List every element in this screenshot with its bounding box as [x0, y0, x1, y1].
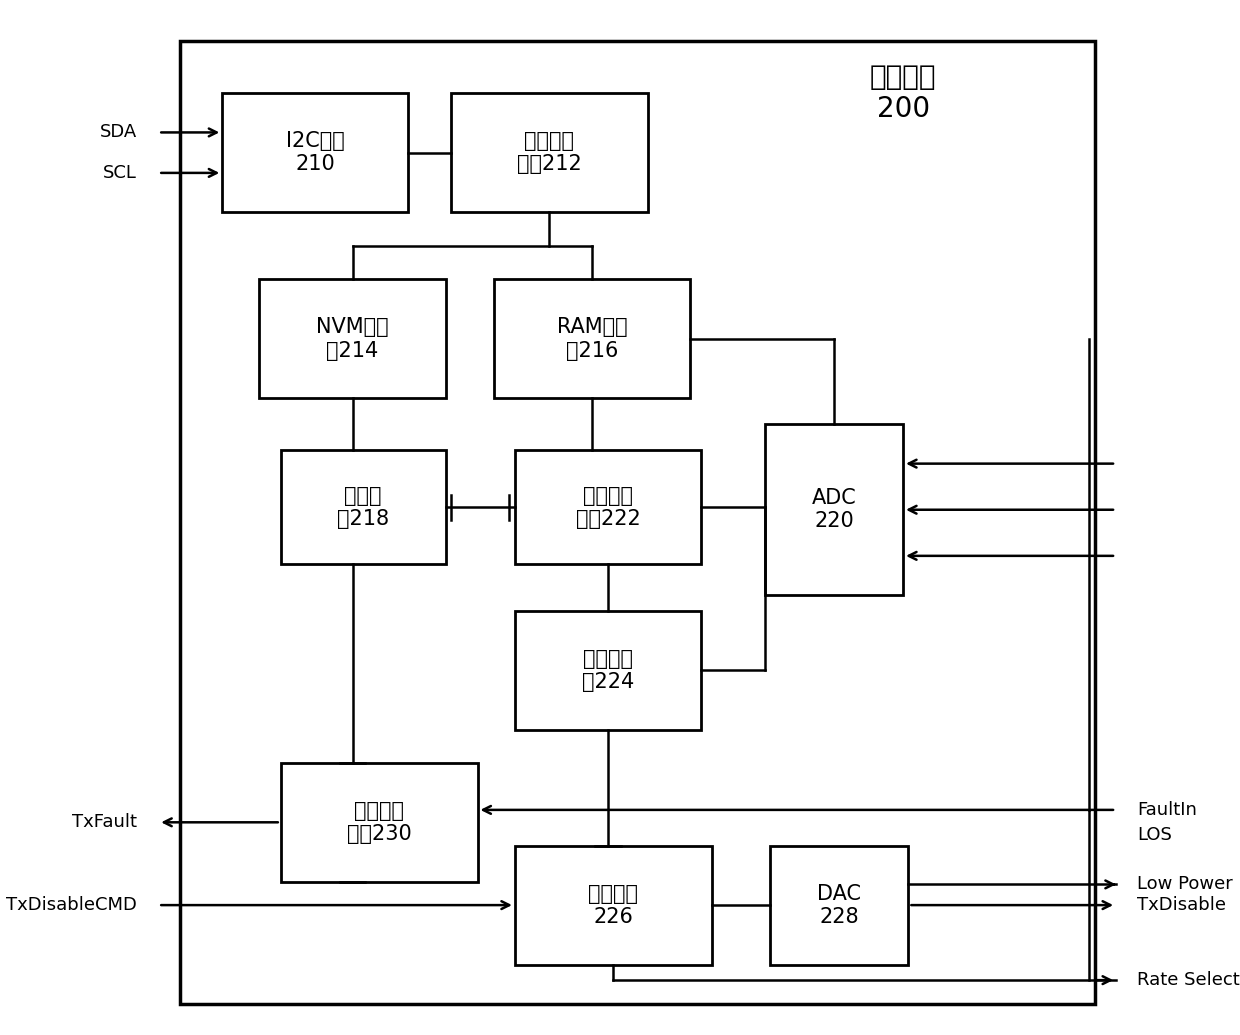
Text: ADC
220: ADC 220 — [812, 489, 857, 531]
Bar — [515, 846, 712, 965]
Text: Rate Select: Rate Select — [1137, 971, 1240, 989]
Bar — [515, 611, 701, 730]
Text: 比较逻
辑218: 比较逻 辑218 — [337, 485, 389, 529]
Text: SCL: SCL — [103, 164, 138, 182]
Text: 控制逻辑
226: 控制逻辑 226 — [588, 884, 639, 926]
Bar — [494, 279, 691, 398]
Bar — [180, 41, 1095, 1004]
Bar — [451, 93, 647, 212]
Text: Low Power: Low Power — [1137, 876, 1233, 893]
Bar — [770, 846, 909, 965]
Text: LOS: LOS — [1137, 826, 1172, 844]
Text: SDA: SDA — [99, 123, 138, 142]
Bar — [222, 93, 408, 212]
Text: TxFault: TxFault — [72, 814, 138, 831]
Text: 故障处理
逻辑230: 故障处理 逻辑230 — [347, 801, 412, 844]
Bar — [280, 450, 445, 564]
Text: DAC
228: DAC 228 — [817, 884, 862, 926]
Bar — [259, 279, 445, 398]
Text: 温度传感
器224: 温度传感 器224 — [582, 649, 634, 691]
Text: RAM存储
器216: RAM存储 器216 — [557, 318, 627, 360]
Text: 控制电路
200: 控制电路 200 — [870, 63, 936, 123]
Text: I2C接口
210: I2C接口 210 — [286, 131, 345, 174]
Text: TxDisable: TxDisable — [1137, 896, 1226, 914]
Text: 访问控制
单元212: 访问控制 单元212 — [517, 131, 582, 174]
Text: 数据处理
逻辑222: 数据处理 逻辑222 — [575, 485, 640, 529]
Text: FaultIn: FaultIn — [1137, 801, 1197, 819]
Bar — [280, 763, 477, 882]
Text: TxDisableCMD: TxDisableCMD — [6, 896, 138, 914]
Text: NVM存储
器214: NVM存储 器214 — [316, 318, 389, 360]
Bar — [515, 450, 701, 564]
Bar — [765, 424, 903, 595]
